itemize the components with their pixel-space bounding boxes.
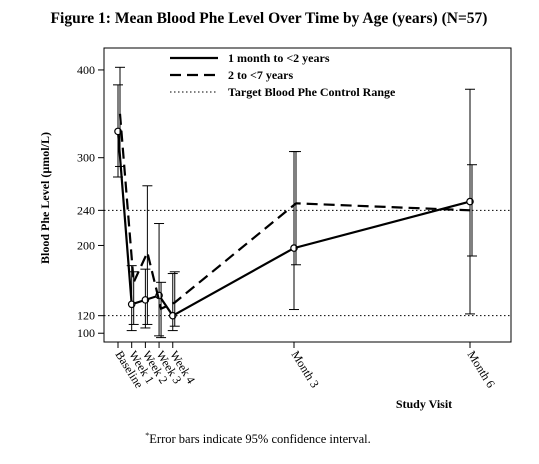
footnote-mark: * [145,431,149,440]
x-axis-label: Study Visit [396,397,452,411]
footnote: *Error bars indicate 95% confidence inte… [145,431,370,446]
y-tick-label: 240 [77,203,95,217]
chart-title: Figure 1: Mean Blood Phe Level Over Time… [51,10,488,27]
plot-frame [103,47,512,343]
footnote-text: Error bars indicate 95% confidence inter… [149,432,370,446]
y-axis-label: Blood Phe Level (µmol/L) [38,132,52,264]
y-tick-label: 300 [77,151,95,165]
y-tick-label: 400 [77,63,95,77]
y-tick-label: 200 [77,238,95,252]
legend-label: 2 to <7 years [228,68,293,82]
series-2-to-7-years-line [118,113,473,311]
x-tick-label: Month 6 [464,348,498,390]
legend-label: Target Blood Phe Control Range [228,85,396,99]
y-tick-label: 100 [77,326,95,340]
y-tick-label: 120 [77,309,95,323]
legend: 1 month to <2 years 2 to <7 years Target B… [170,51,396,99]
legend-label: 1 month to <2 years [228,51,330,65]
x-tick-label: Month 3 [288,348,322,390]
